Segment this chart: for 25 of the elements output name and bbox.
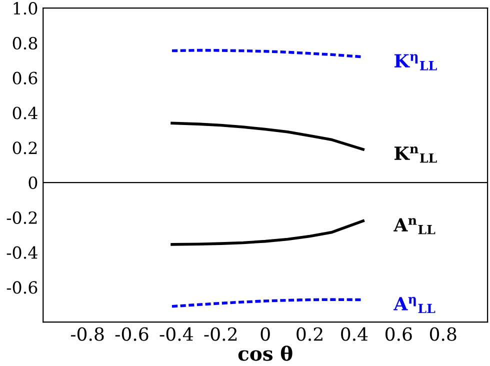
x-tick-label: -0.2 xyxy=(204,327,237,341)
y-tick-label: 0.8 xyxy=(12,36,38,50)
series-label: K$^{n}$$_{LL}$ xyxy=(394,146,437,163)
series-label: A$^{η}$$_{LL}$ xyxy=(394,296,436,314)
x-tick-label: 0.2 xyxy=(296,327,322,341)
x-tick-label: -0.4 xyxy=(160,327,193,341)
x-tick-label: -0.6 xyxy=(115,327,148,341)
x-tick-label: 0.4 xyxy=(341,327,368,341)
x-tick-label: -0.8 xyxy=(70,327,104,341)
x-tick-label: 0.8 xyxy=(430,327,456,341)
y-tick-label: 0.4 xyxy=(12,106,38,120)
line-series xyxy=(170,220,364,246)
y-tick-label: 0 xyxy=(28,176,38,190)
y-tick-label: 1.0 xyxy=(14,2,38,15)
y-tick-label: -0.2 xyxy=(6,211,37,224)
y-tick-label: -0.4 xyxy=(6,246,38,259)
line-series xyxy=(170,122,364,151)
y-tick-label: -0.6 xyxy=(6,281,38,294)
series-label: A$^{n}$$_{LL}$ xyxy=(394,218,436,234)
y-tick-label: 0.6 xyxy=(12,72,38,84)
x-tick-label: 0 xyxy=(260,327,270,341)
series-label: K$^{η}$$_{LL}$ xyxy=(394,54,437,70)
y-tick-label: 0.2 xyxy=(12,142,37,154)
x-tick-label: 0.6 xyxy=(386,327,412,341)
x-axis-title: cos θ xyxy=(238,346,292,361)
